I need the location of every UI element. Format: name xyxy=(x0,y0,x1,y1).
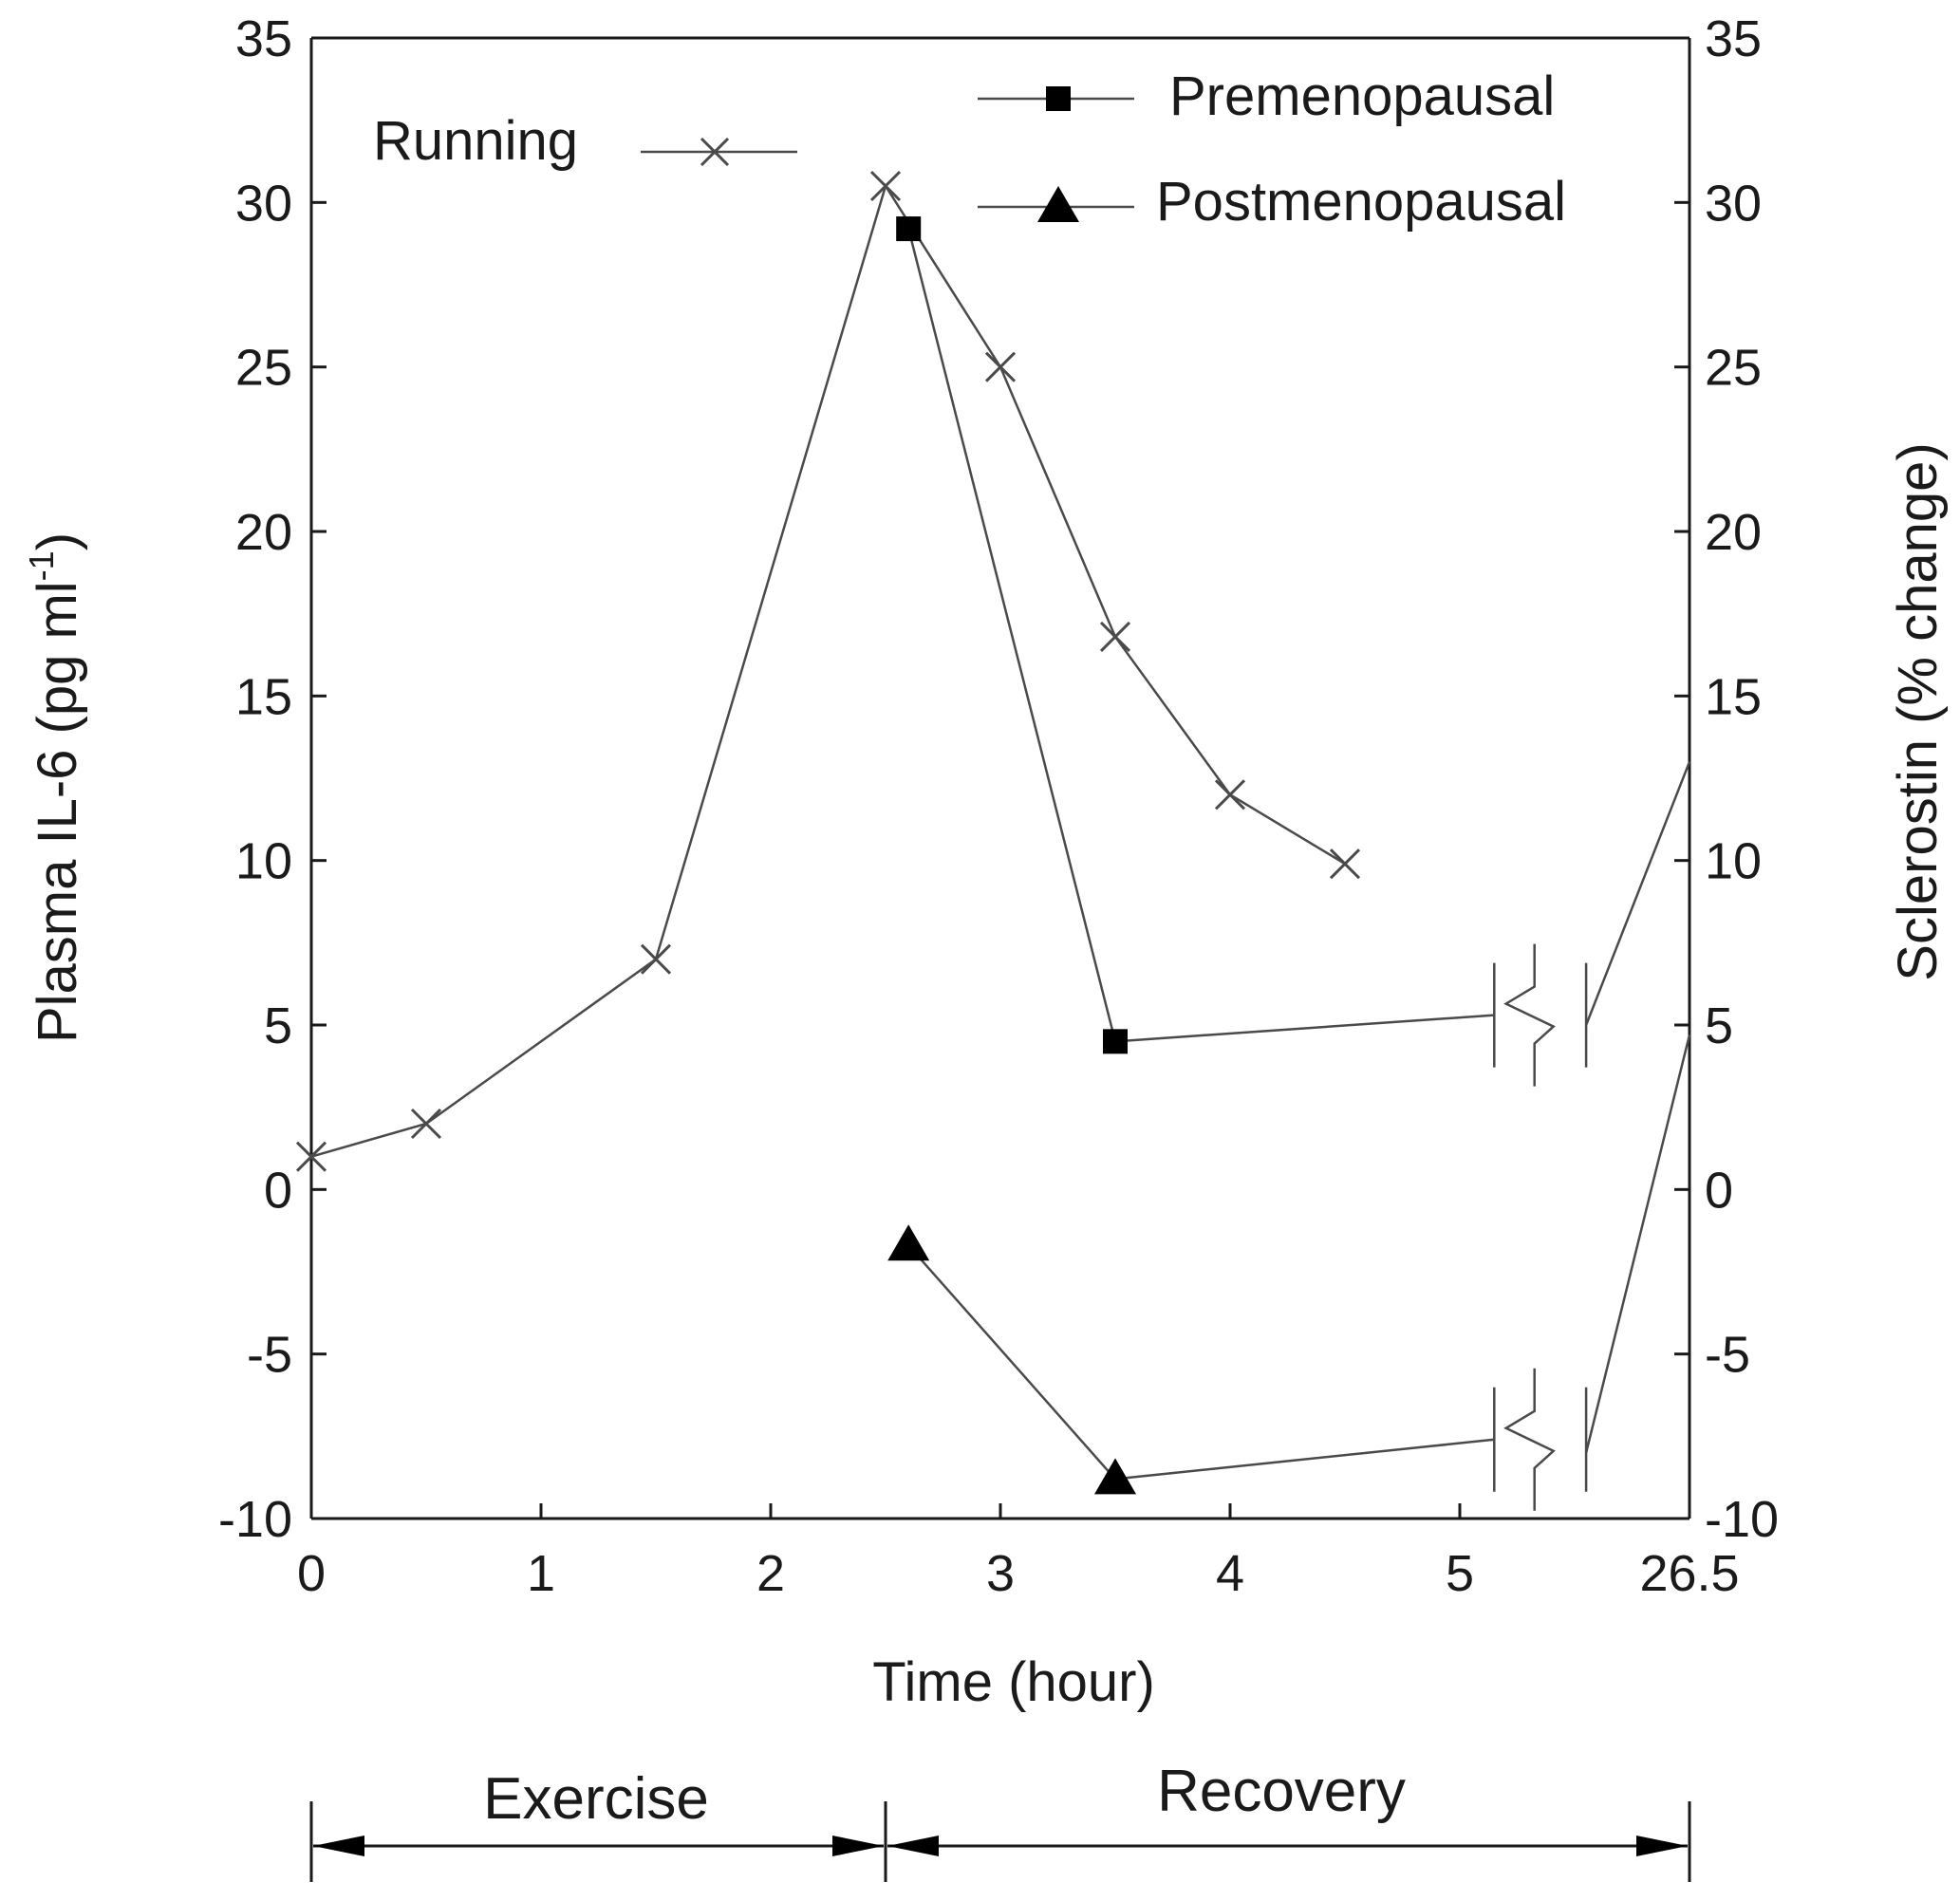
left-y-tick-label: 10 xyxy=(235,833,292,890)
right-y-tick-label: 15 xyxy=(1705,668,1762,725)
legend-premenopausal-label: Premenopausal xyxy=(1169,65,1555,127)
exercise-arrow-right-head xyxy=(832,1836,884,1856)
left-y-tick-label: 0 xyxy=(264,1162,292,1219)
right-axis-title: Sclerostin (% change) xyxy=(1887,442,1949,980)
right-y-tick-label: 5 xyxy=(1705,997,1733,1054)
postmenopausal-point xyxy=(887,1224,930,1261)
postmenopausal-point xyxy=(1094,1458,1136,1495)
right-y-tick-label: 25 xyxy=(1705,340,1762,397)
premenopausal-point xyxy=(1103,1029,1128,1054)
running-point xyxy=(640,943,672,975)
left-y-tick-label: 15 xyxy=(235,668,292,725)
right-y-tick-label: -5 xyxy=(1705,1327,1750,1384)
left-axis-title-main: Plasma IL-6 (pg ml xyxy=(27,581,88,1043)
x-tick-label: 2 xyxy=(756,1545,785,1602)
running-point xyxy=(1329,848,1361,880)
left-y-tick-label: 20 xyxy=(235,504,292,561)
left-y-tick-label: -5 xyxy=(247,1327,292,1384)
running-point xyxy=(1214,779,1246,811)
right-y-tick-label: 20 xyxy=(1705,504,1762,561)
running-point xyxy=(1099,621,1131,652)
phase-label-exercise: Exercise xyxy=(483,1766,709,1832)
x-axis-title: Time (hour) xyxy=(872,1651,1155,1713)
right-axis-title-text: Sclerostin (% change) xyxy=(1887,442,1949,980)
left-axis-title-close: ) xyxy=(27,532,88,550)
postmenopausal-axis-break-zigzag xyxy=(1503,1368,1556,1511)
left-y-tick-label: 30 xyxy=(235,175,292,232)
recovery-arrow-right-head xyxy=(1636,1836,1688,1856)
x-tick-label: 5 xyxy=(1446,1545,1474,1602)
right-y-tick-label: 35 xyxy=(1705,10,1762,67)
right-y-tick-label: -10 xyxy=(1705,1491,1779,1548)
right-y-tick-label: 0 xyxy=(1705,1162,1733,1219)
premenopausal-continuation-line xyxy=(1114,1014,1495,1043)
legend-running-label: Running xyxy=(373,110,578,172)
left-y-tick-label: 25 xyxy=(235,340,292,397)
plot-area xyxy=(295,170,1691,1511)
running-point xyxy=(869,170,902,202)
left-y-tick-label: 35 xyxy=(235,10,292,67)
left-axis-title: Plasma IL-6 (pg ml-1) xyxy=(22,532,88,1043)
premenopausal-point xyxy=(896,216,922,242)
phase-label-recovery: Recovery xyxy=(1157,1759,1406,1824)
legend-running-marker xyxy=(700,137,730,167)
running-point xyxy=(410,1108,442,1140)
x-tick-label: 1 xyxy=(527,1545,555,1602)
running-point xyxy=(295,1141,327,1172)
postmenopausal-series-line xyxy=(907,1244,1116,1481)
svg-text:Plasma IL-6 (pg ml-1): Plasma IL-6 (pg ml-1) xyxy=(22,532,88,1043)
legend: Running Premenopausal Postmenopausal xyxy=(373,65,1566,233)
x-tick-label: 3 xyxy=(986,1545,1015,1602)
legend-postmenopausal-label: Postmenopausal xyxy=(1156,171,1566,233)
right-y-tick-label: 10 xyxy=(1705,833,1762,890)
x-tick-label: 26.5 xyxy=(1639,1545,1739,1602)
right-y-tick-label: 30 xyxy=(1705,175,1762,232)
premenopausal-series-line xyxy=(906,228,1117,1042)
running-series-line xyxy=(310,183,1346,1158)
left-axis-title-sup: -1 xyxy=(22,550,61,581)
postmenopausal-continuation-line xyxy=(1114,1438,1495,1481)
postmenopausal-final-segment xyxy=(1584,1034,1691,1453)
left-y-tick-label: 5 xyxy=(264,997,292,1054)
recovery-arrow-left-head xyxy=(887,1836,939,1856)
premenopausal-axis-break-zigzag xyxy=(1503,943,1556,1087)
exercise-arrow-left-head xyxy=(313,1836,364,1856)
legend-postmenopausal-marker xyxy=(1037,186,1079,222)
premenopausal-final-segment xyxy=(1584,761,1691,1026)
left-y-tick-label: -10 xyxy=(218,1491,292,1548)
phase-timeline: Exercise Recovery xyxy=(309,1759,1691,1882)
legend-premenopausal-marker xyxy=(1046,86,1071,111)
x-tick-label: 0 xyxy=(297,1545,326,1602)
running-point xyxy=(984,351,1017,382)
x-tick-label: 4 xyxy=(1216,1545,1244,1602)
